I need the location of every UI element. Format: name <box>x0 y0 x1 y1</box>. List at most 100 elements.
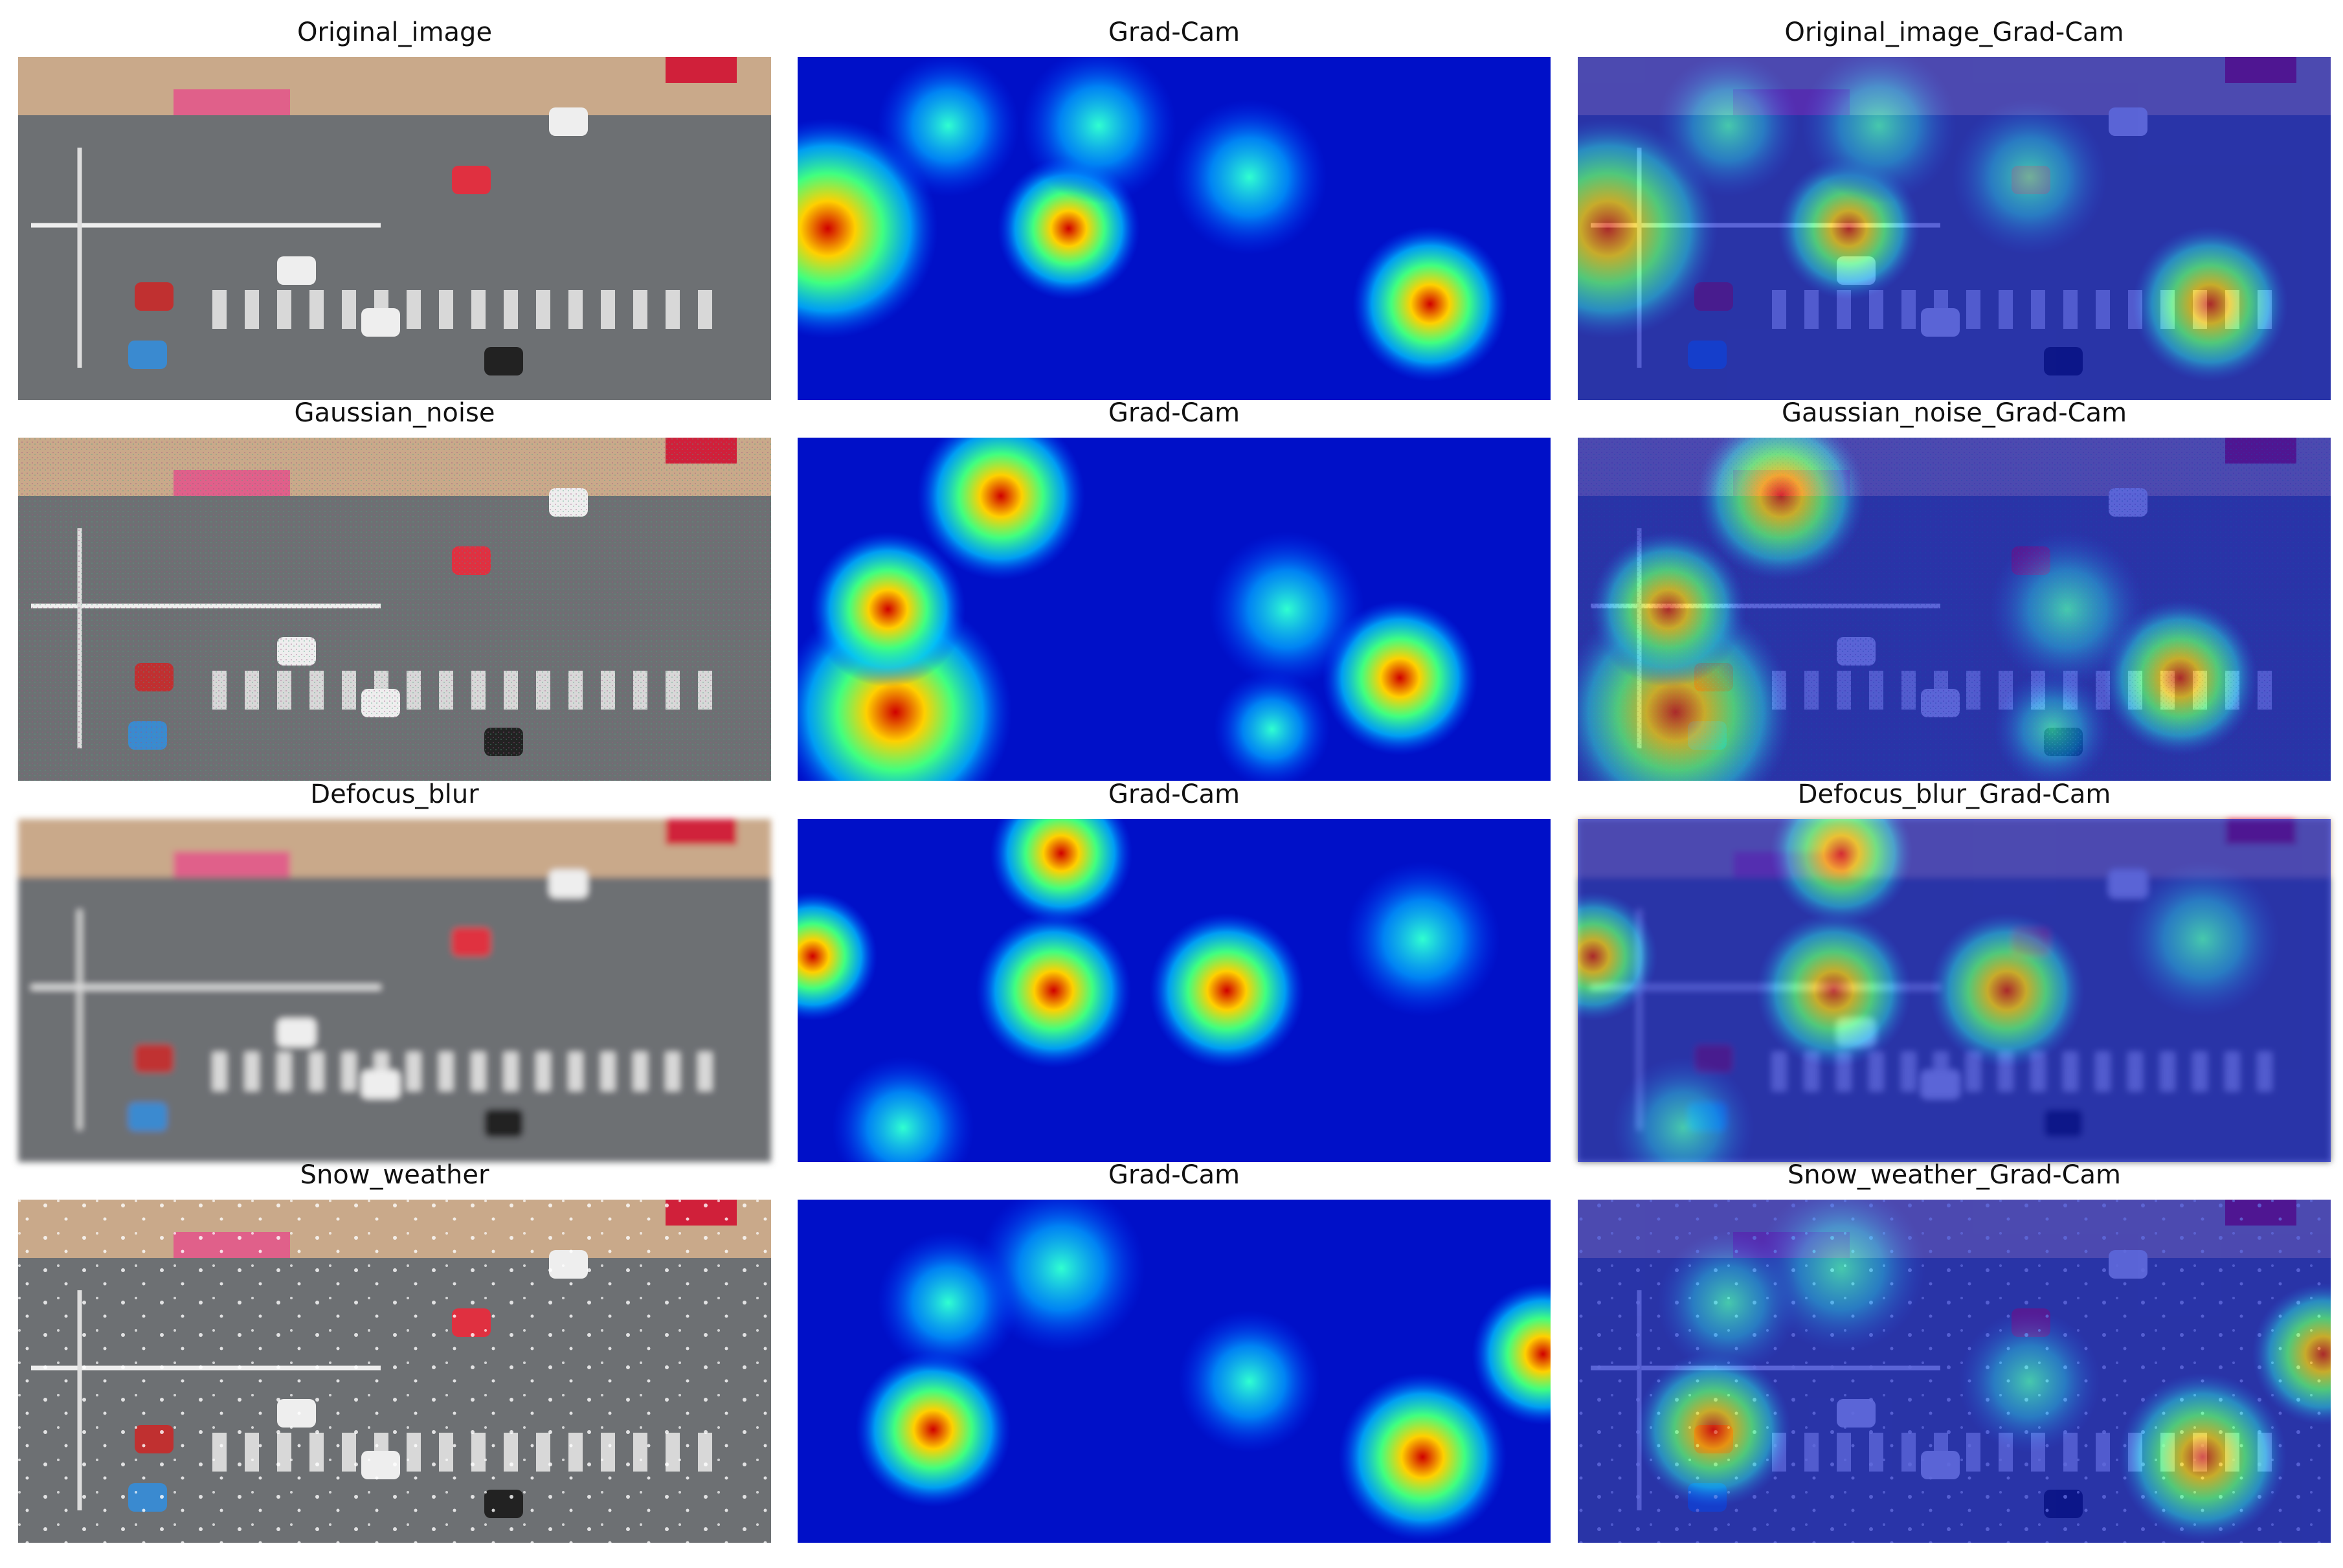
heat-spot <box>1352 226 1508 382</box>
car <box>128 341 167 369</box>
crosswalk-stripe <box>633 1052 647 1091</box>
heat-spot <box>1322 600 1478 756</box>
heat-spot <box>1345 861 1501 1017</box>
heat-spot <box>798 891 878 1021</box>
heat-spot <box>976 913 1132 1068</box>
car <box>549 869 588 898</box>
car <box>484 347 523 375</box>
heat-spot <box>1801 57 1957 203</box>
crosswalk-stripe <box>309 290 324 329</box>
heatmap <box>798 1200 1551 1543</box>
car <box>128 1103 167 1131</box>
crosswalk-stripe <box>666 1052 680 1091</box>
noise-layer <box>18 438 771 781</box>
panel: Defocus_blur <box>18 779 771 1162</box>
heat-spot <box>1757 1200 1926 1352</box>
heat-spot <box>990 819 1133 924</box>
crosswalk-stripe <box>212 1052 227 1091</box>
car <box>549 107 588 136</box>
heat-spot <box>977 1200 1146 1352</box>
heat-spot <box>1756 913 1912 1068</box>
buildings <box>18 819 771 877</box>
heat-spot <box>2252 1282 2331 1426</box>
shop <box>174 851 290 877</box>
heat-spot <box>1213 671 1330 781</box>
heat-spot <box>1993 671 2111 781</box>
heatmap <box>1578 438 2331 781</box>
heat-spot <box>1697 438 1865 581</box>
snow-layer <box>18 1200 771 1543</box>
crosswalk-stripe <box>666 290 680 329</box>
panel-title: Original_image_Grad-Cam <box>1784 17 2124 47</box>
crosswalk-stripe <box>277 1052 291 1091</box>
crosswalk-stripe <box>471 290 486 329</box>
car <box>452 928 491 956</box>
street-scene <box>18 819 771 1162</box>
panel: Snow_weather <box>18 1160 771 1543</box>
panel-title: Defocus_blur_Grad-Cam <box>1798 779 2111 809</box>
heat-spot <box>1929 913 2085 1068</box>
car <box>135 282 174 311</box>
panel-title: Grad-Cam <box>1108 779 1240 809</box>
heat-spot <box>1021 57 1177 203</box>
heat-spot <box>1611 1057 1754 1162</box>
buildings <box>18 57 771 115</box>
heat-spot <box>2118 1372 2287 1541</box>
panel: Grad-Cam <box>798 17 1551 400</box>
car <box>361 308 400 337</box>
crosswalk-stripe <box>471 1052 486 1091</box>
sign <box>666 57 737 83</box>
shop <box>174 89 290 115</box>
panel: Grad-Cam <box>798 1160 1551 1543</box>
heat-spot <box>1171 99 1327 255</box>
crosswalk-stripe <box>698 1052 712 1091</box>
panel-title: Grad-Cam <box>1108 1160 1240 1190</box>
heat-spot <box>1578 891 1658 1021</box>
crosswalk-stripe <box>536 290 550 329</box>
street-scene <box>18 57 771 400</box>
panel-title: Gaussian_noise <box>295 398 495 428</box>
crosswalk-stripe <box>245 290 259 329</box>
heat-spot <box>1770 819 1913 924</box>
panel: Snow_weather_Grad-Cam <box>1578 1160 2331 1543</box>
panel: Gaussian_noise <box>18 398 771 781</box>
crosswalk-stripe <box>439 290 453 329</box>
crosswalk-stripe <box>342 290 356 329</box>
crosswalk-stripe <box>698 290 712 329</box>
heatmap <box>1578 1200 2331 1543</box>
crosswalk-stripe <box>536 1052 550 1091</box>
panel: Defocus_blur_Grad-Cam <box>1578 779 2331 1162</box>
panel-title: Snow_weather <box>300 1160 489 1190</box>
sign <box>666 819 737 845</box>
heat-spot <box>1951 99 2107 255</box>
heat-spot <box>877 1231 1020 1374</box>
heat-spot <box>917 438 1085 581</box>
crosswalk-stripe <box>342 1052 356 1091</box>
crosswalk-stripe <box>277 290 291 329</box>
crosswalk-stripe <box>601 1052 615 1091</box>
crosswalk-stripe <box>504 290 518 329</box>
heat-spot <box>831 1057 974 1162</box>
crosswalk-stripe <box>407 290 421 329</box>
panel-title: Original_image <box>297 17 492 47</box>
crosswalk-stripe <box>309 1052 324 1091</box>
car <box>277 1018 316 1047</box>
panel: Original_image <box>18 17 771 400</box>
heat-spot <box>1657 57 1800 197</box>
panel-title: Gaussian_noise_Grad-Cam <box>1782 398 2127 428</box>
heatmap <box>798 57 1551 400</box>
heat-spot <box>810 532 966 687</box>
crosswalk-stripe <box>633 290 647 329</box>
panel: Gaussian_noise_Grad-Cam <box>1578 398 2331 781</box>
panel-title: Grad-Cam <box>1108 17 1240 47</box>
panel-title: Snow_weather_Grad-Cam <box>1788 1160 2121 1190</box>
heatmap <box>1578 819 2331 1162</box>
heat-spot <box>1178 1310 1321 1453</box>
crosswalk-stripe <box>439 1052 453 1091</box>
heat-spot <box>1149 913 1305 1068</box>
heat-spot <box>2132 226 2288 382</box>
crosswalk-stripe <box>601 290 615 329</box>
crosswalk-stripe <box>504 1052 518 1091</box>
heat-spot <box>1590 532 1746 687</box>
